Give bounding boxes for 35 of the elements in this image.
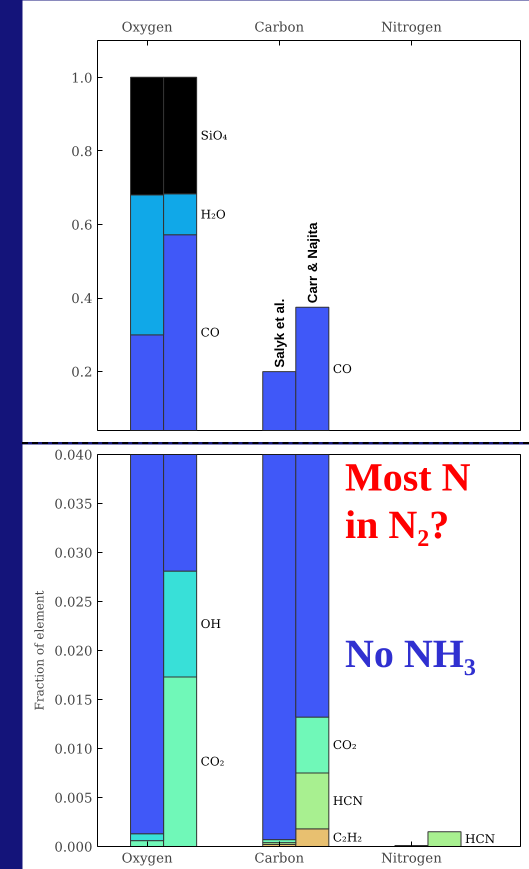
x-tick-label: Oxygen xyxy=(122,20,173,36)
annotation: No NH₃ xyxy=(344,630,476,676)
series-label: SiO₄ xyxy=(200,128,228,143)
x-tick-label: Nitrogen xyxy=(381,852,442,866)
y-tick-label: 0.010 xyxy=(54,742,92,758)
y-tick-label: 0.020 xyxy=(54,644,92,660)
y-tick-label: 0.2 xyxy=(71,366,93,381)
x-tick-label: Carbon xyxy=(254,20,304,36)
y-tick-label: 0.4 xyxy=(71,292,93,308)
annotation: Carr & Najita xyxy=(304,222,320,304)
annotation: Salyk et al. xyxy=(272,298,287,368)
series-label: H₂O xyxy=(200,207,226,222)
y-tick-label: 0.025 xyxy=(54,596,92,610)
y-tick-label: 0.8 xyxy=(71,144,93,160)
y-tick-label: 0.6 xyxy=(71,218,93,234)
annotation: Most N in N₂? xyxy=(344,454,471,547)
text: CO₂ xyxy=(332,738,357,752)
series-label: HCN xyxy=(332,794,363,808)
y-tick-label: 0.005 xyxy=(54,792,92,806)
y-tick-label: 0.015 xyxy=(54,694,92,708)
y-tick-label: 0.000 xyxy=(54,840,92,856)
x-tick-label: Nitrogen xyxy=(381,20,442,36)
series-label: OH xyxy=(200,617,221,632)
series-label: CO xyxy=(200,326,220,340)
text: CO xyxy=(332,362,352,376)
series-label: C₂H₂ xyxy=(332,830,362,845)
x-tick-label: Carbon xyxy=(254,852,304,866)
y-axis-title: Fraction of element xyxy=(32,590,46,710)
series-label: CO₂ xyxy=(200,754,225,769)
text: HCN xyxy=(465,832,496,846)
y-tick-label: 0.030 xyxy=(54,546,92,562)
y-tick-label: 0.035 xyxy=(54,498,92,512)
x-tick-label: Oxygen xyxy=(122,852,173,866)
y-tick-label: 1.0 xyxy=(71,71,93,86)
y-tick-label: 0.040 xyxy=(54,448,92,464)
